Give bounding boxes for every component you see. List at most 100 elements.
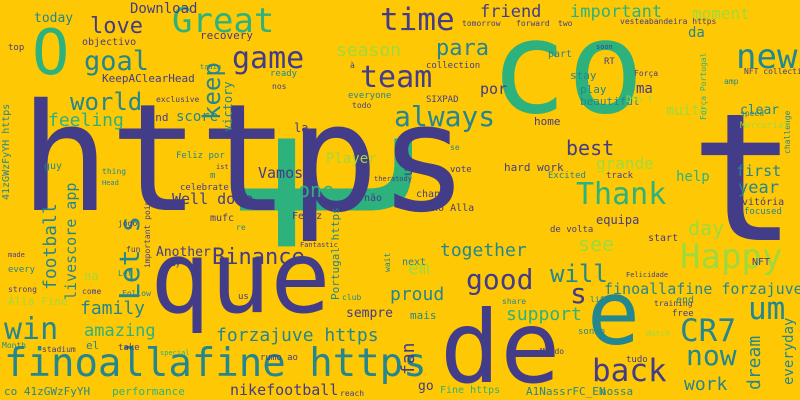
- word-jogo: jogo: [118, 219, 138, 228]
- word-t-navy: t: [690, 75, 798, 282]
- word-forca-portugal: Força Portugal: [699, 52, 708, 120]
- word-part: part: [548, 49, 573, 60]
- word-recovery: recovery: [200, 29, 253, 42]
- word-training: training: [654, 299, 693, 308]
- word-fun: fun: [126, 245, 141, 254]
- word-mundo: Mundo: [540, 347, 565, 356]
- word-victory: victory: [221, 81, 235, 132]
- word-e: e: [587, 262, 640, 365]
- word-dream: dream: [744, 335, 765, 390]
- word-de: de: [440, 289, 561, 400]
- word-forzajuve-https: forzajuve https: [216, 325, 379, 346]
- word-best: best: [566, 136, 615, 160]
- word-happy: Happy: [680, 237, 783, 277]
- word-ready: ready: [270, 69, 298, 79]
- word-fantastic: Fantastic: [300, 241, 338, 249]
- word-guy: guy: [44, 161, 63, 172]
- word-a1nassrfc-en: A1NassrFC_EN: [526, 385, 606, 398]
- word-cr7: CR7: [680, 313, 736, 349]
- word-month: Month: [2, 341, 27, 350]
- word-forward: forward: [516, 19, 550, 28]
- word-reach: reach: [340, 389, 365, 398]
- word-made: made: [8, 251, 25, 259]
- word-go: go: [418, 379, 434, 394]
- word-focused: focused: [744, 207, 782, 217]
- word-life: life: [590, 295, 610, 304]
- word-great: Great: [172, 1, 275, 41]
- word-track: track: [606, 171, 634, 181]
- word-day: day: [688, 216, 725, 240]
- word-performance: performance: [112, 385, 185, 398]
- word-exclusive: exclusive: [156, 95, 200, 104]
- word-always: always: [394, 100, 496, 133]
- word-nao: não: [364, 193, 383, 204]
- word-every: every: [8, 265, 36, 275]
- word-important: important: [570, 2, 663, 22]
- word-speed: speed: [740, 109, 765, 118]
- word-share: share: [502, 297, 527, 306]
- word-sixpad: SIXPAD: [426, 95, 459, 105]
- word-de-volta: de volta: [550, 225, 594, 235]
- word-new: new: [736, 37, 798, 77]
- word-amazing: amazing: [84, 321, 156, 341]
- word-football: football: [40, 203, 61, 290]
- word-team: team: [360, 60, 433, 95]
- word-equipa: equipa: [596, 213, 640, 227]
- word-end: end: [676, 295, 695, 306]
- word-vamos: Vamos: [258, 164, 304, 182]
- word-lets: Let s: [113, 215, 146, 300]
- word-play: play: [580, 83, 607, 96]
- word-nossa: nossa: [600, 385, 634, 398]
- word-family: family: [80, 298, 146, 319]
- word-now: now: [686, 339, 737, 372]
- word-a-grave: à: [350, 61, 355, 70]
- word-way: way: [166, 259, 181, 268]
- word-first: first: [736, 162, 782, 180]
- word-hard-work: hard work: [504, 161, 564, 174]
- word-support: support: [506, 304, 582, 325]
- word-todo: todo: [352, 101, 372, 110]
- word-re: re: [236, 223, 246, 232]
- word-will: will: [550, 260, 608, 288]
- word-ma: ma: [636, 81, 653, 97]
- word-41zgwzfyyh-https: 41zGWzFyYH https: [1, 103, 12, 200]
- word-rt: RT: [604, 57, 615, 67]
- word-tudo: tudo: [626, 355, 648, 365]
- word-today: today: [34, 11, 74, 26]
- word-proud: proud: [390, 284, 445, 305]
- word-stadium: stadium: [42, 345, 76, 354]
- word-time: time: [380, 2, 455, 38]
- word-collection: collection: [426, 61, 481, 71]
- word-top: top: [8, 43, 25, 53]
- word-strong: strong: [8, 285, 37, 294]
- word-fan: fan: [398, 342, 419, 375]
- word-player: Player: [326, 151, 377, 167]
- word-see: see: [578, 232, 615, 256]
- word-feliz-por: Feliz por: [176, 151, 225, 161]
- word-love: love: [90, 14, 143, 39]
- word-thank: Thank: [576, 177, 667, 212]
- word-moment: moment: [692, 4, 750, 23]
- word-nos: nos: [272, 82, 287, 91]
- word-na: na: [84, 269, 99, 283]
- word-forca: Força: [634, 69, 659, 78]
- word-friend: friend: [480, 2, 542, 22]
- word-vesteabandeira-https: vesteabandeira https: [620, 17, 717, 26]
- word-mais: mais: [410, 309, 437, 322]
- word-head: Head: [102, 179, 119, 187]
- word-game: game: [232, 41, 305, 76]
- word-finoallafine-forzajuve: finoallafine forzajuve: [604, 280, 800, 298]
- word-us: us: [238, 292, 249, 302]
- word-excited: Excited: [548, 171, 586, 181]
- word-la: la: [294, 121, 309, 135]
- word-https: https: [20, 73, 469, 246]
- word-thing: thing: [102, 167, 127, 176]
- word-next: next: [402, 257, 427, 268]
- word-da: da: [688, 25, 705, 41]
- word-alla-fine: Alla Fine: [8, 295, 68, 308]
- word-que: que: [150, 219, 331, 336]
- word-everyday: everyday: [781, 317, 797, 385]
- word-help: help: [676, 169, 710, 185]
- word-mufc: mufc: [210, 213, 235, 224]
